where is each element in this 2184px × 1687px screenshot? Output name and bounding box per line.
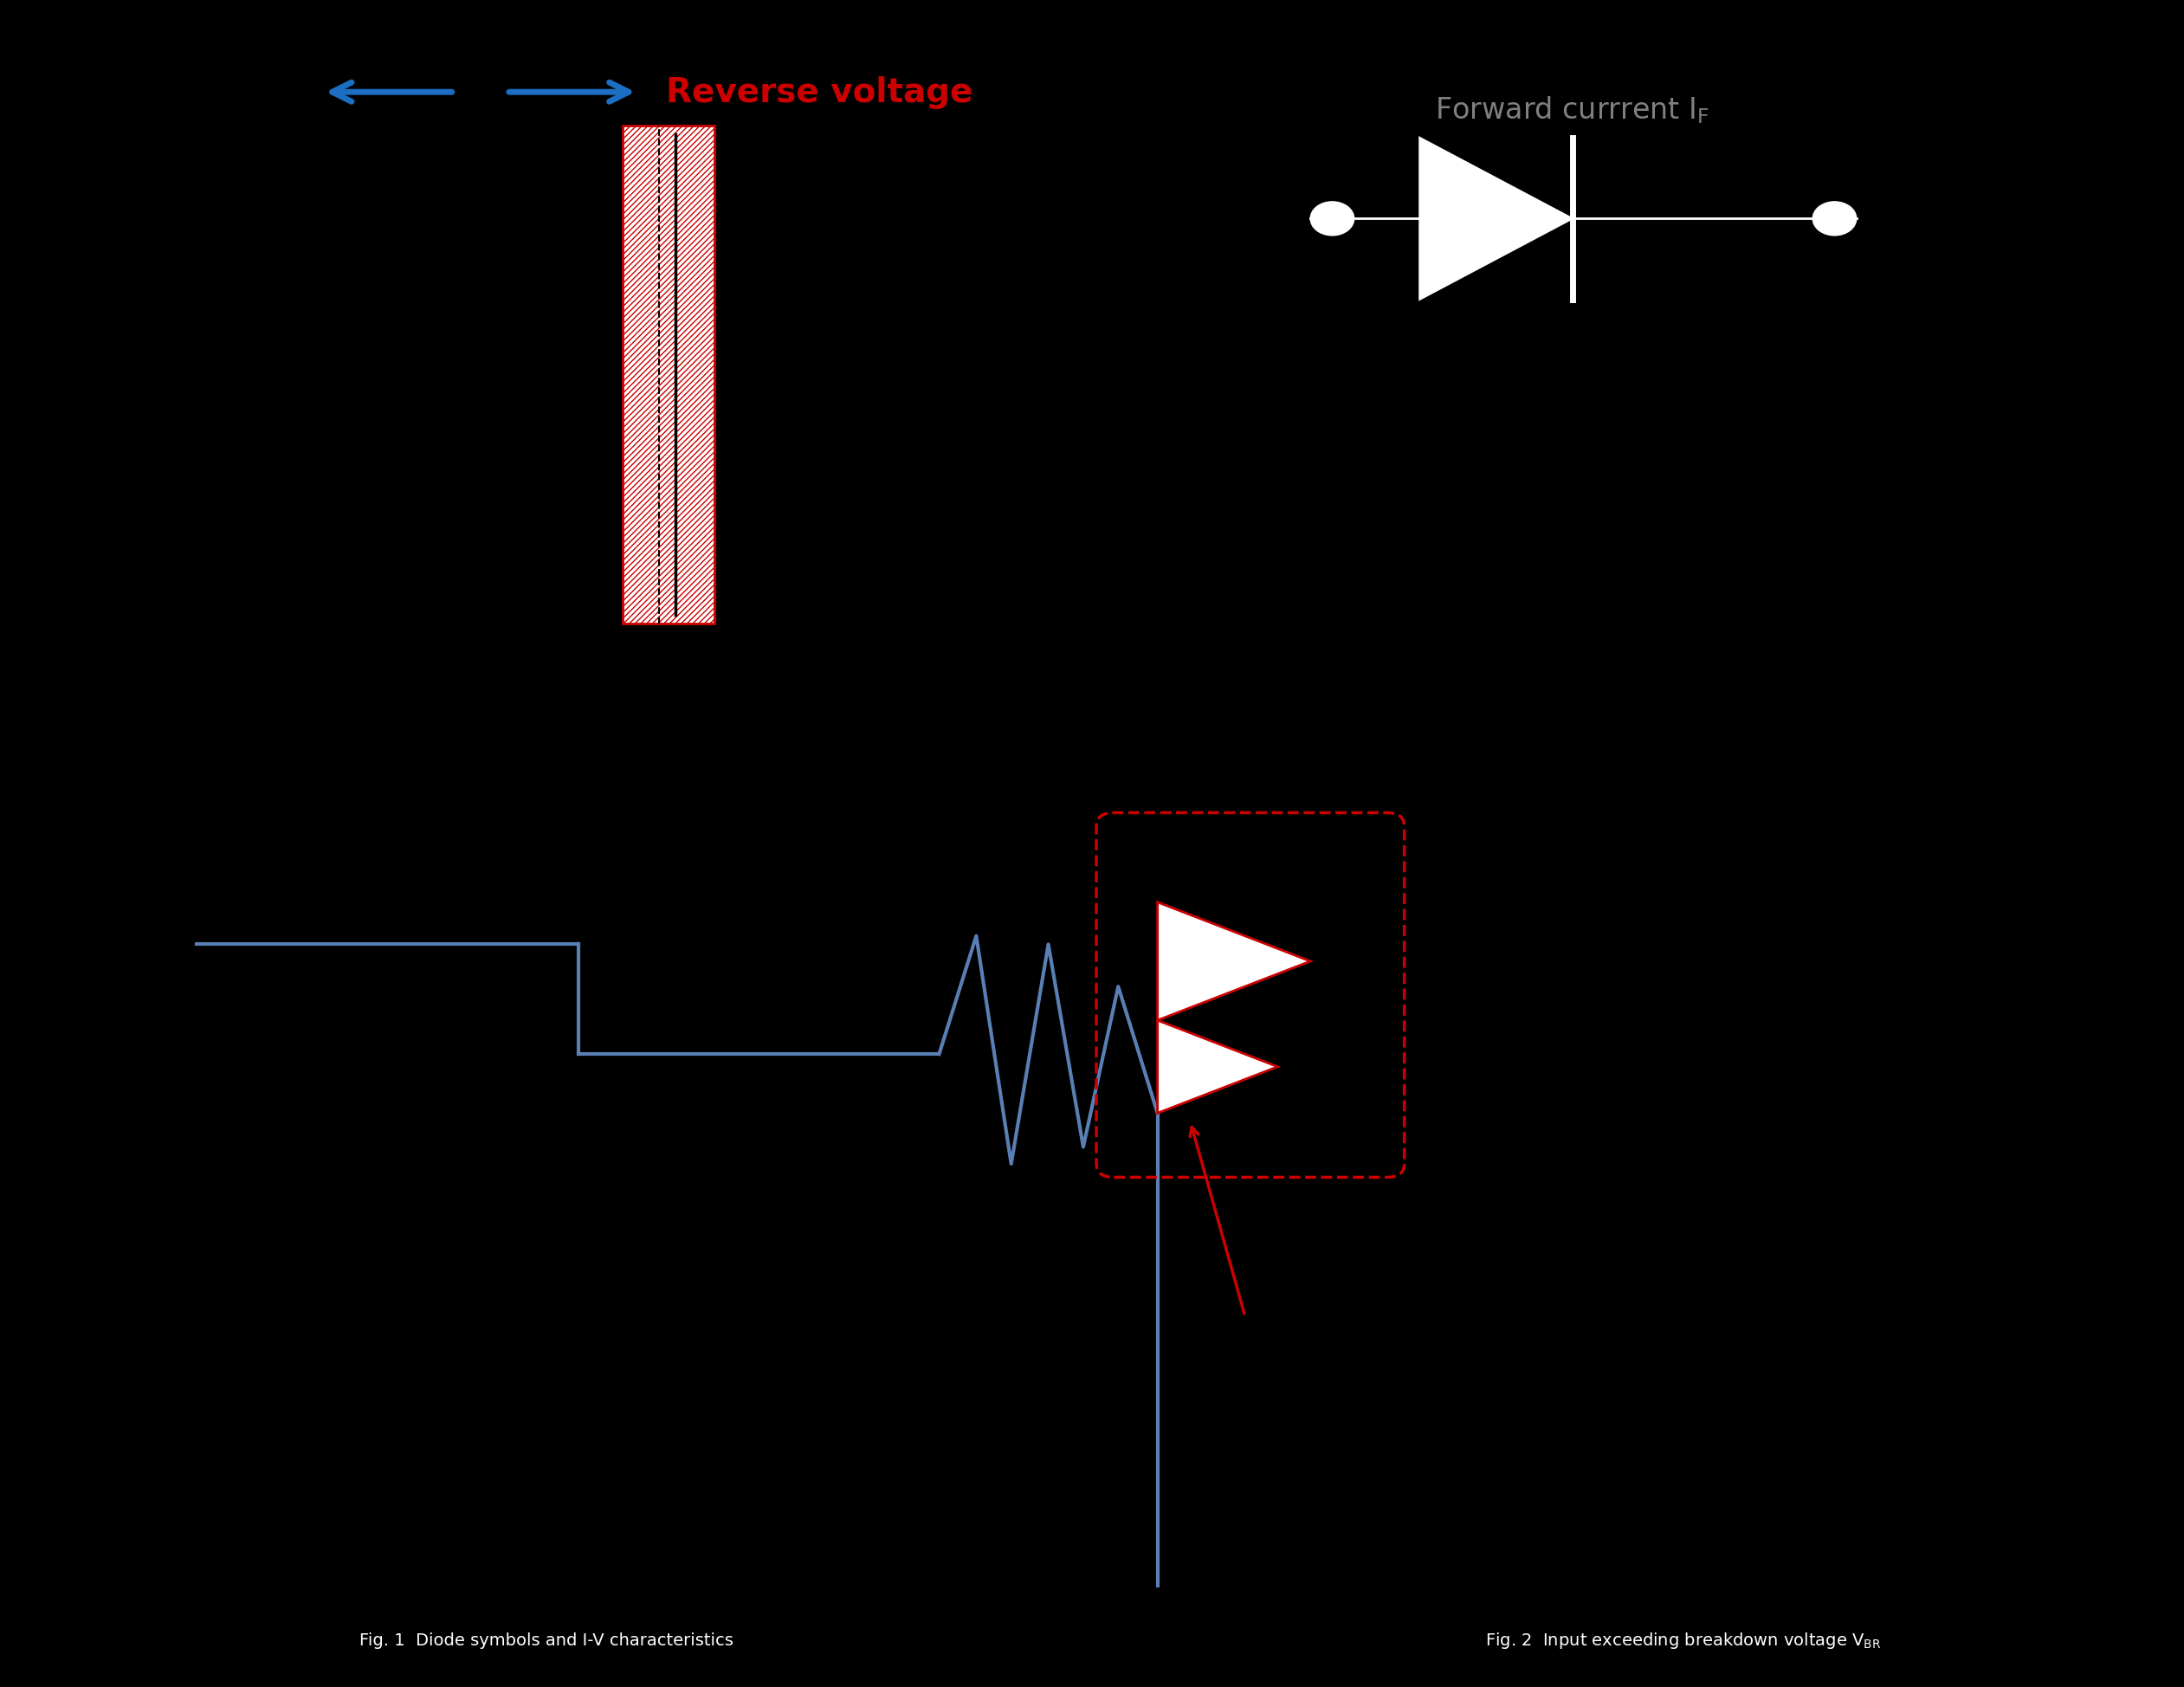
Bar <box>622 127 714 624</box>
Circle shape <box>1310 202 1354 236</box>
Text: Reverse voltage: Reverse voltage <box>666 76 974 110</box>
Text: Forward currrent I$_\mathrm{F}$: Forward currrent I$_\mathrm{F}$ <box>1435 94 1710 125</box>
Polygon shape <box>1420 138 1572 300</box>
Text: Fig. 1  Diode symbols and I-V characteristics: Fig. 1 Diode symbols and I-V characteris… <box>358 1631 734 1648</box>
Circle shape <box>1813 202 1856 236</box>
Bar <box>622 127 714 624</box>
Text: Fig. 2  Input exceeding breakdown voltage V$_\mathrm{BR}$: Fig. 2 Input exceeding breakdown voltage… <box>1485 1630 1880 1650</box>
Polygon shape <box>1158 903 1310 1021</box>
Polygon shape <box>1158 1021 1278 1113</box>
